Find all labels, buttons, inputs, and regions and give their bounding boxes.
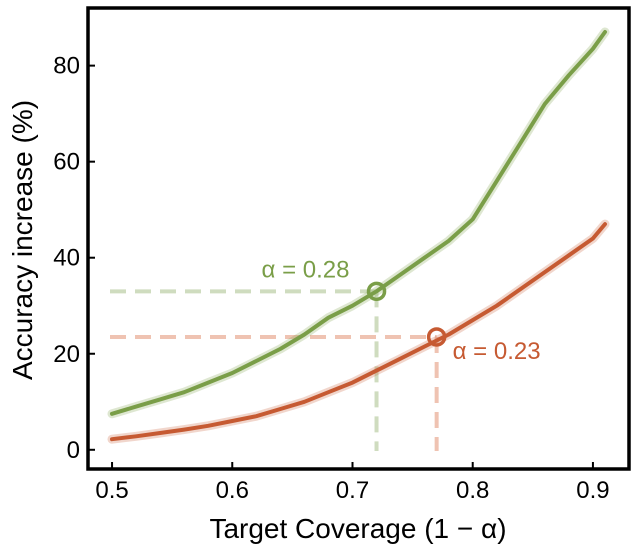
y-axis-label: Accuracy increase (%) [7, 100, 38, 380]
series-line-0 [110, 30, 607, 416]
highlight-marker-1 [426, 327, 447, 347]
x-tick-label: 0.9 [576, 477, 609, 504]
y-tick-label: 0 [67, 437, 80, 464]
plot-frame [86, 6, 631, 471]
x-tick-label: 0.6 [216, 477, 249, 504]
x-tick-label: 0.7 [336, 477, 369, 504]
guide-lines [110, 289, 439, 451]
x-axis-label: Target Coverage (1 − α) [209, 513, 506, 544]
y-tick-label: 80 [53, 53, 80, 80]
highlight-markers [366, 281, 447, 347]
x-axis-ticks: 0.5 0.6 0.7 0.8 0.9 [95, 462, 610, 504]
annotation-label-1: α = 0.23 [453, 338, 541, 365]
y-tick-label: 40 [53, 245, 80, 272]
y-axis-ticks: 0 20 40 60 80 [53, 53, 95, 464]
y-tick-label: 20 [53, 341, 80, 368]
x-tick-label: 0.8 [456, 477, 489, 504]
annotation-labels: α = 0.28 α = 0.23 [262, 256, 541, 365]
annotation-label-0: α = 0.28 [262, 256, 350, 283]
y-tick-label: 60 [53, 149, 80, 176]
series-band-1 [107, 219, 610, 444]
highlight-marker-0 [366, 281, 387, 302]
series-lines [107, 27, 610, 444]
series-line-1 [110, 222, 607, 442]
x-tick-label: 0.5 [95, 477, 128, 504]
